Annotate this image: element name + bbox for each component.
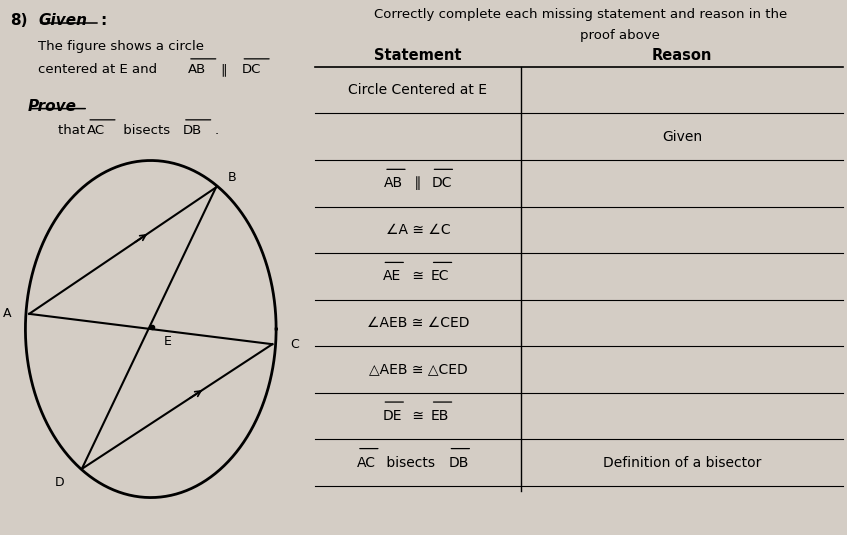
Text: AC: AC <box>357 455 376 470</box>
Text: C: C <box>291 338 299 350</box>
Text: DC: DC <box>432 176 452 190</box>
Text: ∠AEB ≅ ∠CED: ∠AEB ≅ ∠CED <box>367 316 469 330</box>
Text: AE: AE <box>383 269 401 284</box>
Text: ∥: ∥ <box>410 176 425 190</box>
Text: Given: Given <box>662 129 702 144</box>
Text: 8): 8) <box>10 13 28 28</box>
Text: AB: AB <box>385 176 403 190</box>
Text: proof above: proof above <box>580 29 660 42</box>
Text: DC: DC <box>241 63 261 76</box>
Text: :: : <box>100 13 106 28</box>
Text: that: that <box>58 124 89 137</box>
Text: Statement: Statement <box>374 48 462 63</box>
Text: Circle Centered at E: Circle Centered at E <box>348 83 488 97</box>
Text: DB: DB <box>449 455 469 470</box>
Text: DE: DE <box>383 409 402 423</box>
Text: Given: Given <box>38 13 87 28</box>
Text: △AEB ≅ △CED: △AEB ≅ △CED <box>368 362 468 377</box>
Text: A: A <box>3 308 11 320</box>
Text: B: B <box>228 171 236 184</box>
Text: AC: AC <box>87 124 105 137</box>
Text: bisects: bisects <box>119 124 174 137</box>
Text: ≅: ≅ <box>408 269 429 284</box>
Text: centered at E and: centered at E and <box>38 63 162 76</box>
Text: DB: DB <box>183 124 202 137</box>
Text: ∥: ∥ <box>220 63 227 76</box>
Text: Prove: Prove <box>28 99 77 114</box>
Text: ≅: ≅ <box>408 409 429 423</box>
Text: .: . <box>214 124 219 137</box>
Text: bisects: bisects <box>383 455 440 470</box>
Text: Definition of a bisector: Definition of a bisector <box>603 455 761 470</box>
Text: EB: EB <box>431 409 449 423</box>
Text: The figure shows a circle: The figure shows a circle <box>38 40 204 53</box>
Text: D: D <box>54 476 64 490</box>
Text: Correctly complete each missing statement and reason in the: Correctly complete each missing statemen… <box>374 8 787 21</box>
Text: ∠A ≅ ∠C: ∠A ≅ ∠C <box>385 223 451 237</box>
Text: EC: EC <box>431 269 449 284</box>
Text: AB: AB <box>188 63 207 76</box>
Text: E: E <box>163 335 172 348</box>
Text: Reason: Reason <box>651 48 712 63</box>
